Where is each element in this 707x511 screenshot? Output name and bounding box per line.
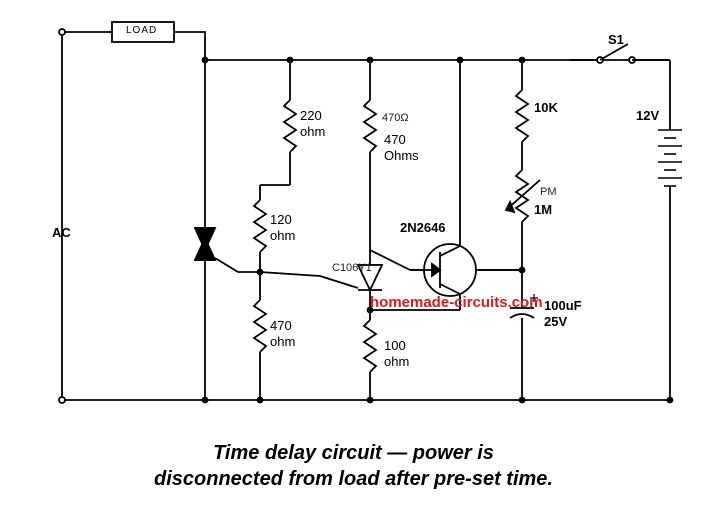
watermark: homemade-circuits.com <box>370 294 543 311</box>
pot-pm-label: PM <box>540 186 557 199</box>
scr-part-label: C106Y1 <box>332 262 372 275</box>
cap-label: 100uF 25V <box>544 298 582 329</box>
s1-label: S1 <box>608 32 624 48</box>
ac-label: AC <box>52 225 71 241</box>
r100-label: 100 ohm <box>384 338 409 369</box>
v12-label: 12V <box>636 108 659 124</box>
schematic-svg <box>0 0 707 511</box>
caption-line2: disconnected from load after pre-set tim… <box>0 468 707 491</box>
caption-line1: Time delay circuit — power is <box>0 442 707 465</box>
r470b-label: 470 Ohms <box>384 132 419 163</box>
circuit-diagram: LOAD AC 220 ohm 120 ohm 470 ohm 470Ω 470… <box>0 0 707 511</box>
transistor-label: 2N2646 <box>400 220 446 236</box>
r120-label: 120 ohm <box>270 212 295 243</box>
r220-label: 220 ohm <box>300 108 325 139</box>
load-label: LOAD <box>126 25 157 37</box>
pot1m-label: 1M <box>534 202 552 218</box>
r10k-label: 10K <box>534 100 558 116</box>
r470a-label: 470 ohm <box>270 318 295 349</box>
r470-hand-label: 470Ω <box>382 112 409 125</box>
